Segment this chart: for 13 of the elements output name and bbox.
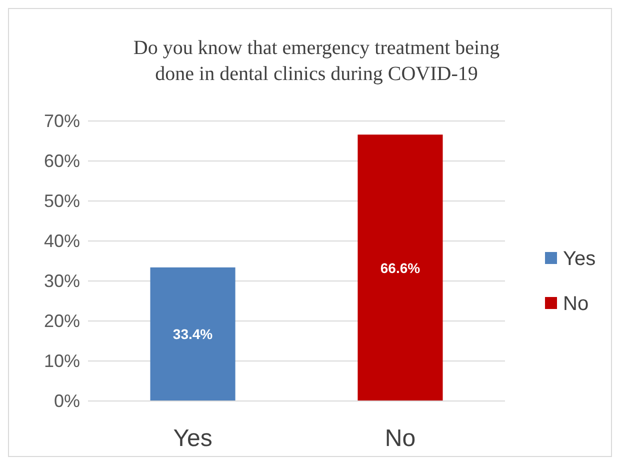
- data-label: 33.4%: [172, 326, 214, 342]
- y-tick-label: 30%: [44, 271, 80, 291]
- y-tick-label: 10%: [44, 351, 80, 371]
- y-tick-label: 70%: [44, 111, 80, 131]
- legend-label: No: [563, 293, 589, 315]
- y-tick-label: 60%: [44, 151, 80, 171]
- y-tick-label: 0%: [54, 391, 80, 411]
- y-tick-label: 20%: [44, 311, 80, 331]
- legend-label: Yes: [563, 248, 596, 270]
- data-label: 66.6%: [380, 260, 421, 276]
- chart-title: Do you know that emergency treatment being done in dental clinics during COVID-19: [133, 37, 500, 85]
- y-tick-label: 50%: [44, 191, 80, 211]
- y-tick-label: 40%: [44, 231, 80, 251]
